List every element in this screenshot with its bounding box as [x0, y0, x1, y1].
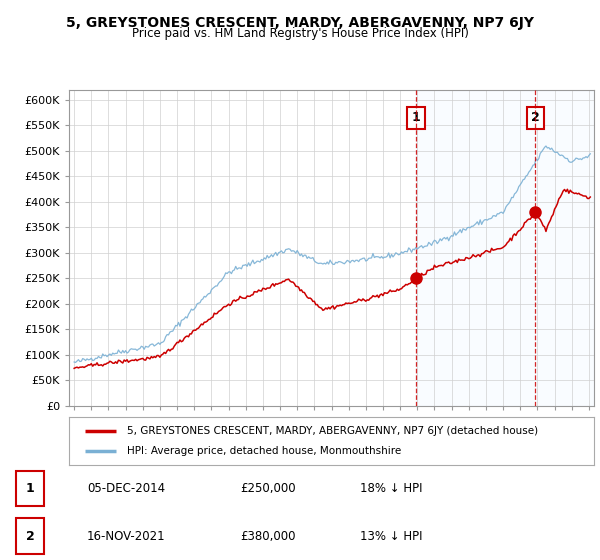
Text: £250,000: £250,000: [240, 482, 296, 495]
Bar: [416, 90, 594, 406]
Text: 1: 1: [26, 482, 34, 495]
Text: 5, GREYSTONES CRESCENT, MARDY, ABERGAVENNY, NP7 6JY (detached house): 5, GREYSTONES CRESCENT, MARDY, ABERGAVEN…: [127, 426, 538, 436]
Text: 05-DEC-2014: 05-DEC-2014: [87, 482, 165, 495]
Text: HPI: Average price, detached house, Monmouthshire: HPI: Average price, detached house, Monm…: [127, 446, 401, 456]
Text: 18% ↓ HPI: 18% ↓ HPI: [360, 482, 422, 495]
Text: 16-NOV-2021: 16-NOV-2021: [87, 530, 166, 543]
Text: Price paid vs. HM Land Registry's House Price Index (HPI): Price paid vs. HM Land Registry's House …: [131, 27, 469, 40]
Text: 5, GREYSTONES CRESCENT, MARDY, ABERGAVENNY, NP7 6JY: 5, GREYSTONES CRESCENT, MARDY, ABERGAVEN…: [66, 16, 534, 30]
Text: 2: 2: [26, 530, 34, 543]
Text: 13% ↓ HPI: 13% ↓ HPI: [360, 530, 422, 543]
Text: £380,000: £380,000: [240, 530, 296, 543]
Text: 1: 1: [412, 111, 420, 124]
Text: 2: 2: [531, 111, 539, 124]
